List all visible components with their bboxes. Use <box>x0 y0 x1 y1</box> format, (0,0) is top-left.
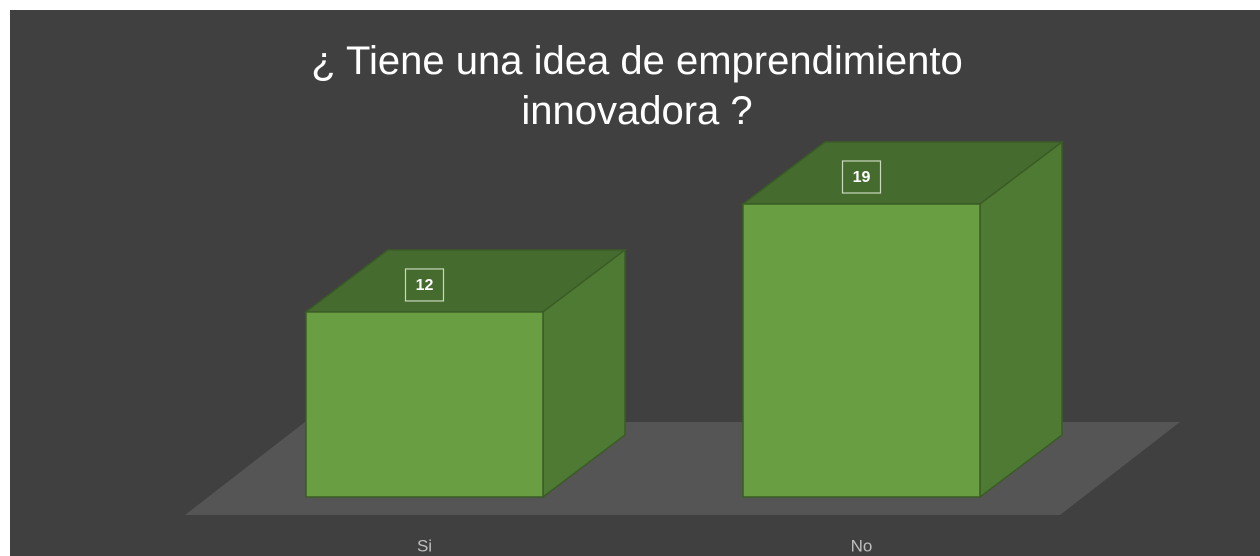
value-label: 12 <box>416 277 434 294</box>
chart-title: ¿ Tiene una idea de emprendimiento <box>311 39 963 83</box>
chart-title: innovadora ? <box>521 89 752 133</box>
bar-side <box>979 140 1063 499</box>
value-label-box <box>404 268 445 302</box>
bar <box>742 203 981 498</box>
value-label-box <box>841 160 882 194</box>
bar <box>305 311 544 498</box>
x-tick-label: Si <box>417 536 432 555</box>
value-label: 19 <box>853 169 871 186</box>
x-tick-label: No <box>851 536 873 555</box>
